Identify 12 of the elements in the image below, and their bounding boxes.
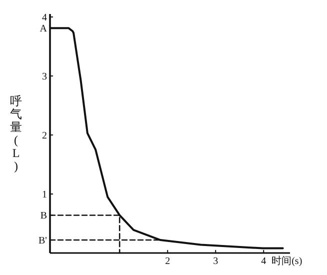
y-tick-label: B bbox=[40, 210, 48, 222]
x-tick-label: 4 bbox=[261, 256, 266, 267]
y-tick-label: 2 bbox=[42, 130, 47, 142]
y-tick-label: 3 bbox=[42, 71, 47, 82]
x-tick-label: 3 bbox=[213, 256, 218, 267]
x-axis-title: 时间(s) bbox=[272, 255, 302, 267]
y-tick-label: 4 bbox=[42, 12, 47, 24]
y-tick-label: B' bbox=[38, 236, 48, 247]
x-tick-label: 2 bbox=[165, 256, 170, 267]
y-tick-label: A bbox=[40, 24, 48, 35]
y-axis-title: 呼气量(L) bbox=[10, 94, 22, 173]
y-tick-label: 1 bbox=[42, 189, 47, 200]
